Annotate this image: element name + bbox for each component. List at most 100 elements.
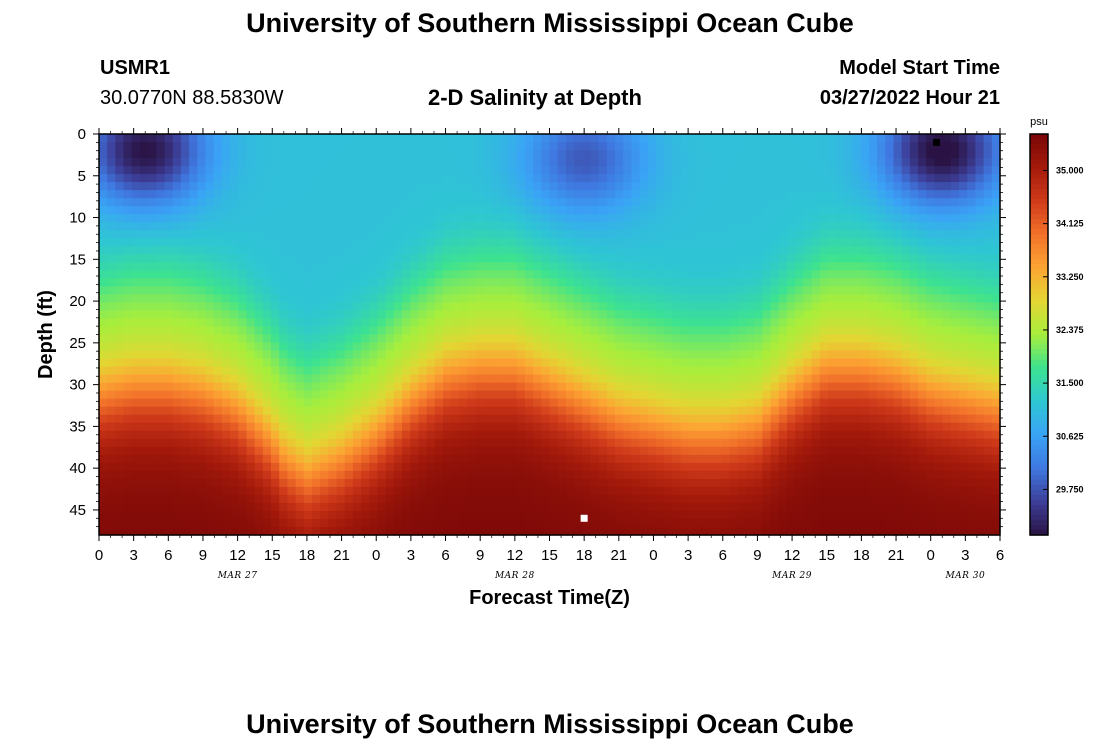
heat-cell xyxy=(909,374,919,384)
heat-cell xyxy=(844,190,854,199)
heat-cell xyxy=(655,454,665,464)
heat-cell xyxy=(377,222,387,231)
heat-cell xyxy=(844,302,854,312)
heat-cell xyxy=(754,142,764,151)
heat-cell xyxy=(262,494,272,504)
heat-cell xyxy=(533,358,542,368)
heat-cell xyxy=(361,358,370,368)
heat-cell xyxy=(672,302,682,312)
heat-cell xyxy=(189,238,198,247)
heat-cell xyxy=(467,350,477,360)
heat-cell xyxy=(557,254,567,263)
heat-cell xyxy=(729,182,739,191)
heat-cell xyxy=(533,214,542,223)
heat-cell xyxy=(516,246,526,255)
heat-cell xyxy=(623,326,633,336)
heat-cell xyxy=(877,174,886,183)
heat-cell xyxy=(746,254,755,263)
heat-cell xyxy=(516,198,526,207)
heat-cell xyxy=(901,166,911,175)
heat-cell xyxy=(639,190,649,199)
heat-cell xyxy=(680,398,690,408)
heat-cell xyxy=(369,470,379,480)
heat-cell xyxy=(860,438,870,448)
heat-cell xyxy=(819,382,829,392)
heat-cell xyxy=(696,382,706,392)
heat-cell xyxy=(271,278,280,287)
heat-cell xyxy=(492,382,501,392)
heat-cell xyxy=(606,158,616,167)
heat-cell xyxy=(557,278,567,287)
heat-cell xyxy=(156,510,166,520)
heat-cell xyxy=(877,438,886,448)
heat-cell xyxy=(500,214,510,223)
heat-cell xyxy=(795,198,805,207)
heat-cell xyxy=(164,406,174,416)
heat-cell xyxy=(492,374,501,384)
heat-cell xyxy=(565,462,575,472)
heat-cell xyxy=(197,518,207,528)
heat-cell xyxy=(868,326,878,336)
heat-cell xyxy=(631,318,641,328)
heat-cell xyxy=(516,406,526,416)
heat-cell xyxy=(148,246,157,255)
heat-cell xyxy=(811,470,821,480)
heat-cell xyxy=(885,310,895,320)
heat-cell xyxy=(623,246,633,255)
heat-cell xyxy=(271,494,280,504)
heat-cell xyxy=(631,502,641,512)
heat-cell xyxy=(295,470,305,480)
heat-cell xyxy=(492,398,501,408)
heat-cell xyxy=(156,158,166,167)
heat-cell xyxy=(615,470,624,480)
heat-cell xyxy=(877,198,886,207)
heat-cell xyxy=(197,414,207,424)
heat-cell xyxy=(705,206,714,215)
heat-cell xyxy=(475,294,485,304)
heat-cell xyxy=(582,302,592,312)
heat-cell xyxy=(598,414,608,424)
heat-cell xyxy=(541,166,551,175)
heat-cell xyxy=(221,294,231,304)
heat-cell xyxy=(279,510,288,520)
heat-cell xyxy=(287,518,297,528)
heat-cell xyxy=(606,430,616,440)
heat-cell xyxy=(180,318,190,328)
heat-cell xyxy=(811,398,821,408)
heat-cell xyxy=(860,286,870,295)
heat-cell xyxy=(271,198,280,207)
heat-cell xyxy=(549,358,559,368)
heat-cell xyxy=(123,150,133,159)
heat-cell xyxy=(418,406,428,416)
heat-cell xyxy=(885,358,895,368)
heat-cell xyxy=(172,526,182,536)
heat-cell xyxy=(565,390,575,400)
heat-cell xyxy=(590,318,600,328)
heat-cell xyxy=(574,358,583,368)
heat-cell xyxy=(459,150,469,159)
heat-cell xyxy=(827,438,837,448)
heat-cell xyxy=(483,470,493,480)
heat-cell xyxy=(303,326,313,336)
heat-cell xyxy=(328,270,338,279)
heat-cell xyxy=(631,470,641,480)
heat-cell xyxy=(696,470,706,480)
heat-cell xyxy=(705,318,714,328)
heat-cell xyxy=(713,398,723,408)
heat-cell xyxy=(443,366,452,376)
heat-cell xyxy=(459,374,469,384)
heat-cell xyxy=(254,462,264,472)
heat-cell xyxy=(885,150,895,159)
heat-cell xyxy=(172,478,182,488)
heat-cell xyxy=(418,182,428,191)
heat-cell xyxy=(549,278,559,287)
heat-cell xyxy=(557,502,567,512)
heat-cell xyxy=(557,454,567,464)
heat-cell xyxy=(836,318,845,328)
heat-cell xyxy=(131,438,141,448)
heat-cell xyxy=(271,134,280,143)
heat-cell xyxy=(696,238,706,247)
heat-cell xyxy=(271,182,280,191)
heat-cell xyxy=(606,310,616,320)
heat-cell xyxy=(107,310,116,320)
